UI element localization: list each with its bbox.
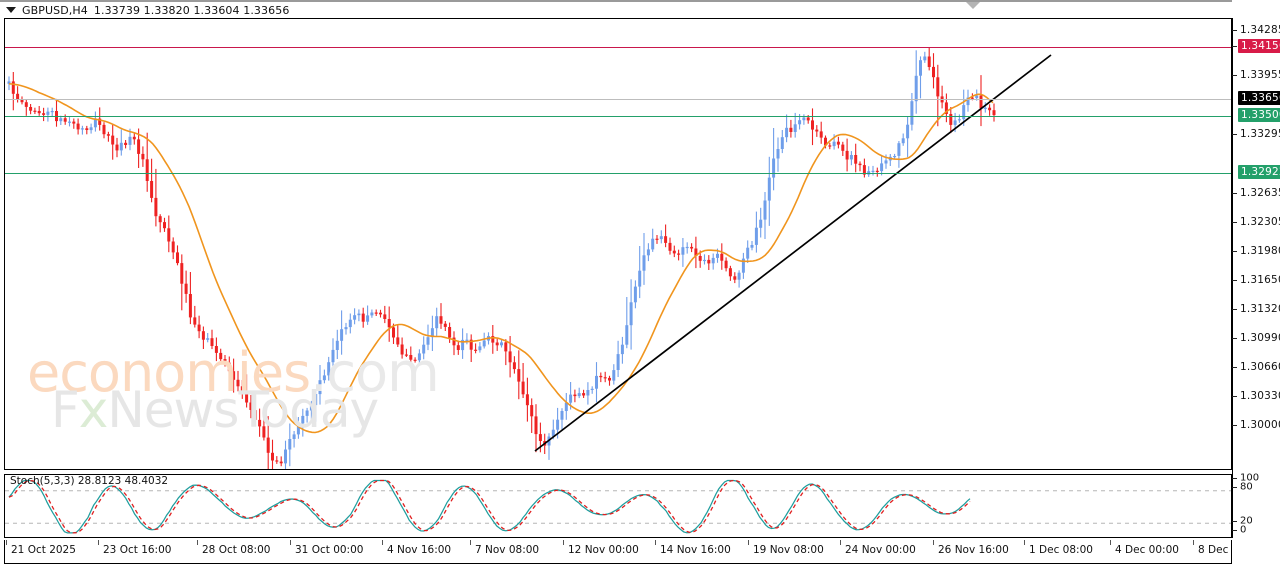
time-separator xyxy=(98,540,99,545)
stochastic-series xyxy=(5,479,1231,534)
price-tick-label: 1.30660 xyxy=(1240,361,1280,373)
time-separator xyxy=(1110,540,1111,545)
time-axis-label: 7 Nov 08:00 xyxy=(475,544,540,556)
stochastic-tick-label: 0 xyxy=(1240,524,1247,536)
time-separator xyxy=(1193,540,1194,545)
time-separator xyxy=(382,540,383,545)
current-price-label: 1.33656 xyxy=(1238,91,1280,105)
resistance-price-label: 1.34156 xyxy=(1238,39,1280,53)
price-tick xyxy=(1232,338,1237,339)
price-tick-label: 1.30330 xyxy=(1240,390,1280,402)
stochastic-tick xyxy=(1232,521,1237,522)
price-axis[interactable]: 1.34285 1.33955 1.33295 1.32635 1.32305 1.319… xyxy=(1232,0,1280,567)
chart-header: GBPUSD,H4 1.33739 1.33820 1.33604 1.3365… xyxy=(0,2,1232,18)
price-tick xyxy=(1232,30,1237,31)
time-separator xyxy=(748,540,749,545)
time-axis-label: 12 Nov 00:00 xyxy=(568,544,639,556)
price-tick-label: 1.34285 xyxy=(1240,24,1280,36)
time-axis-label: 4 Dec 00:00 xyxy=(1115,544,1179,556)
price-tick-label: 1.33955 xyxy=(1240,69,1280,81)
price-tick-label: 1.31650 xyxy=(1240,274,1280,286)
price-tick xyxy=(1232,309,1237,310)
ohlc-values: 1.33739 1.33820 1.33604 1.33656 xyxy=(93,3,290,17)
support-lower-price-label: 1.32922 xyxy=(1238,165,1280,179)
chart-top-marker-icon xyxy=(966,2,980,9)
time-axis-label: 24 Nov 00:00 xyxy=(845,544,916,556)
stochastic-tick-label: 80 xyxy=(1240,481,1253,493)
time-axis-label: 4 Nov 16:00 xyxy=(387,544,452,556)
stochastic-tick xyxy=(1232,478,1237,479)
price-tick xyxy=(1232,222,1237,223)
time-axis-label: 1 Dec 08:00 xyxy=(1029,544,1093,556)
price-tick-label: 1.31320 xyxy=(1240,303,1280,315)
time-separator xyxy=(1024,540,1025,545)
time-separator xyxy=(840,540,841,545)
price-tick xyxy=(1232,46,1237,47)
support-upper-price-label: 1.33500 xyxy=(1238,108,1280,122)
time-axis-label: 28 Oct 08:00 xyxy=(202,544,271,556)
time-axis: 21 Oct 2025 23 Oct 16:00 28 Oct 08:00 31 Oc… xyxy=(4,540,1262,564)
price-tick-label: 1.32305 xyxy=(1240,216,1280,228)
chevron-down-icon[interactable] xyxy=(6,7,16,13)
price-tick xyxy=(1232,396,1237,397)
price-tick-label: 1.30990 xyxy=(1240,332,1280,344)
stochastic-tick-label: 20 xyxy=(1240,515,1253,527)
symbol-label: GBPUSD,H4 xyxy=(22,3,88,17)
time-separator xyxy=(6,540,7,545)
price-tick-label: 1.31980 xyxy=(1240,245,1280,257)
price-tick xyxy=(1232,280,1237,281)
time-separator xyxy=(290,540,291,545)
stochastic-tick xyxy=(1232,530,1237,531)
price-tick xyxy=(1232,75,1237,76)
price-tick xyxy=(1232,425,1237,426)
stochastic-label: Stoch(5,3,3) 28.8123 48.4032 xyxy=(10,475,169,487)
time-separator xyxy=(470,540,471,545)
price-tick-label: 1.32635 xyxy=(1240,187,1280,199)
candlestick-series xyxy=(7,47,1052,469)
time-separator xyxy=(563,540,564,545)
stochastic-tick-label: 100 xyxy=(1240,472,1260,484)
price-tick xyxy=(1232,251,1237,252)
time-axis-label: 21 Oct 2025 xyxy=(11,544,76,556)
time-separator xyxy=(197,540,198,545)
price-tick xyxy=(1232,367,1237,368)
time-axis-label: 31 Oct 00:00 xyxy=(295,544,364,556)
window-top-rule xyxy=(0,0,1280,2)
level-line-current xyxy=(5,99,1231,100)
price-tick-label: 1.33295 xyxy=(1240,128,1280,140)
price-axis-line xyxy=(1232,18,1233,538)
time-axis-label: 19 Nov 08:00 xyxy=(753,544,824,556)
price-tick-label: 1.30000 xyxy=(1240,419,1280,431)
time-axis-label: 26 Nov 16:00 xyxy=(938,544,1009,556)
time-axis-label: 23 Oct 16:00 xyxy=(103,544,172,556)
price-pane[interactable]: economies.com FxNewsToday xyxy=(4,18,1232,470)
level-line-resistance xyxy=(5,47,1231,48)
time-axis-label: 14 Nov 16:00 xyxy=(660,544,731,556)
stochastic-pane[interactable]: Stoch(5,3,3) 28.8123 48.4032 xyxy=(4,474,1232,538)
price-tick xyxy=(1232,134,1237,135)
level-line-support-lower xyxy=(5,173,1231,174)
price-tick xyxy=(1232,193,1237,194)
stochastic-tick xyxy=(1232,487,1237,488)
time-separator xyxy=(655,540,656,545)
level-line-support-upper xyxy=(5,116,1231,117)
time-separator xyxy=(933,540,934,545)
